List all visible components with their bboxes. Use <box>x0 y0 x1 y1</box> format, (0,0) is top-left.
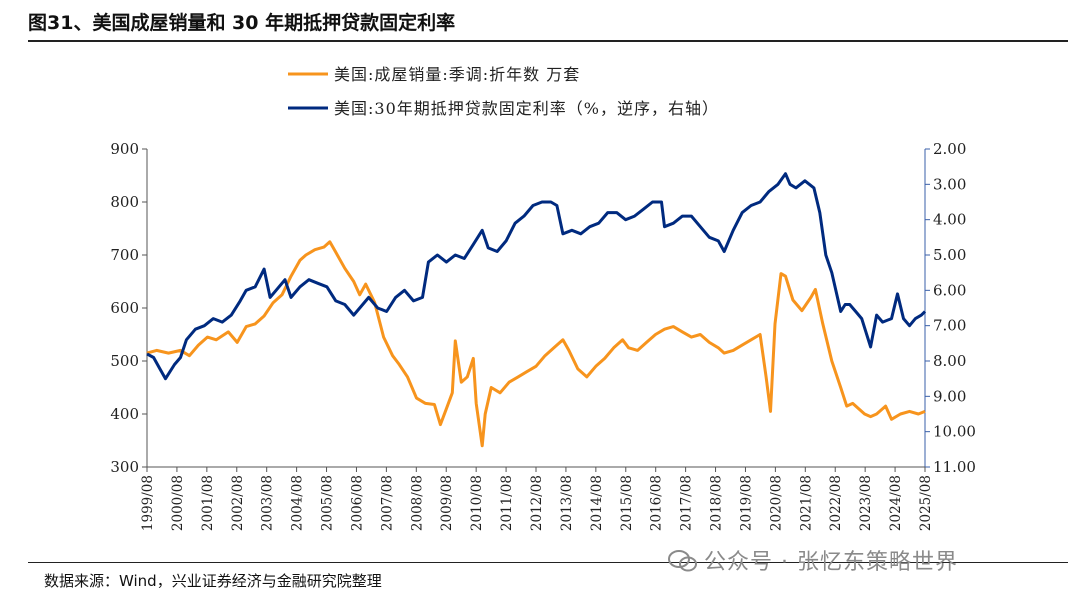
right-axis-tick-label: 11.00 <box>933 458 976 476</box>
title-rule <box>28 40 1068 42</box>
x-axis-tick-label: 2012/08 <box>529 475 545 531</box>
left-axis-tick-label: 300 <box>110 458 139 476</box>
x-axis-tick-label: 2010/08 <box>469 475 485 531</box>
legend-label-sales: 美国:成屋销量:季调:折年数 万套 <box>334 65 580 84</box>
x-axis-tick-label: 2002/08 <box>230 475 246 531</box>
x-axis-tick-label: 2005/08 <box>320 475 336 531</box>
watermark-text: 公众号 · 张忆东策略世界 <box>704 550 958 575</box>
right-axis-tick-label: 8.00 <box>933 352 966 370</box>
x-axis-tick-label: 2003/08 <box>260 475 276 531</box>
left-axis-tick-label: 900 <box>110 140 139 158</box>
figure-title: 图31、美国成屋销量和 30 年期抵押贷款固定利率 <box>28 12 456 34</box>
left-axis-tick-label: 700 <box>110 246 139 264</box>
series-layer <box>146 172 927 448</box>
x-axis-tick-label: 2018/08 <box>709 475 725 531</box>
series-line-rate <box>146 172 927 381</box>
axes: 300 400 500 600 700 800 900 2.00 3.00 4.00 5.00 6.0… <box>110 140 976 531</box>
x-axis-tick-label: 2022/08 <box>828 475 844 531</box>
wechat-icon <box>668 550 697 572</box>
right-axis-tick-label: 2.00 <box>933 140 966 158</box>
right-axis-tick-label: 9.00 <box>933 387 966 405</box>
watermark: 公众号 · 张忆东策略世界 <box>668 544 958 576</box>
legend: 美国:成屋销量:季调:折年数 万套 美国:30年期抵押贷款固定利率（%，逆序，右… <box>288 65 719 118</box>
x-axis-tick-label: 2025/08 <box>918 475 934 531</box>
source-rule <box>28 562 1068 563</box>
left-axis-tick-label: 600 <box>110 299 139 317</box>
x-axis-tick-label: 2009/08 <box>439 475 455 531</box>
left-axis-tick-label: 400 <box>110 405 139 423</box>
x-axis-tick-label: 2014/08 <box>589 475 605 531</box>
right-axis-tick-label: 7.00 <box>933 317 966 335</box>
x-axis-tick-label: 2023/08 <box>858 475 874 531</box>
right-axis-tick-label: 10.00 <box>933 423 976 441</box>
x-axis-tick-label: 2015/08 <box>619 475 635 531</box>
x-axis-tick-label: 2007/08 <box>379 475 395 531</box>
series-line-sales <box>146 240 926 448</box>
x-axis-tick-label: 2000/08 <box>170 475 186 531</box>
x-axis-tick-label: 2011/08 <box>499 475 515 531</box>
right-axis-tick-label: 3.00 <box>933 175 966 193</box>
x-axis-tick-label: 1999/08 <box>140 475 156 531</box>
left-axis-tick-label: 500 <box>110 352 139 370</box>
chart: 美国:成屋销量:季调:折年数 万套 美国:30年期抵押贷款固定利率（%，逆序，右… <box>110 65 976 531</box>
x-axis-tick-label: 2006/08 <box>349 475 365 531</box>
right-axis-tick-label: 4.00 <box>933 211 966 229</box>
right-axis-tick-label: 5.00 <box>933 246 966 264</box>
x-axis-tick-label: 2001/08 <box>200 475 216 531</box>
right-axis-tick-label: 6.00 <box>933 281 966 299</box>
left-axis-tick-label: 800 <box>110 193 139 211</box>
legend-label-rate: 美国:30年期抵押贷款固定利率（%，逆序，右轴） <box>334 99 719 118</box>
x-axis-tick-label: 2017/08 <box>679 475 695 531</box>
source-note: 数据来源：Wind，兴业证券经济与金融研究院整理 <box>44 572 382 590</box>
x-axis-tick-label: 2008/08 <box>409 475 425 531</box>
x-axis-tick-label: 2024/08 <box>888 475 904 531</box>
x-axis-tick-label: 2021/08 <box>798 475 814 531</box>
x-axis-tick-label: 2016/08 <box>649 475 665 531</box>
x-axis-tick-label: 2020/08 <box>768 475 784 531</box>
x-axis-tick-label: 2013/08 <box>559 475 575 531</box>
x-axis-tick-label: 2019/08 <box>738 475 754 531</box>
x-axis-tick-label: 2004/08 <box>290 475 306 531</box>
